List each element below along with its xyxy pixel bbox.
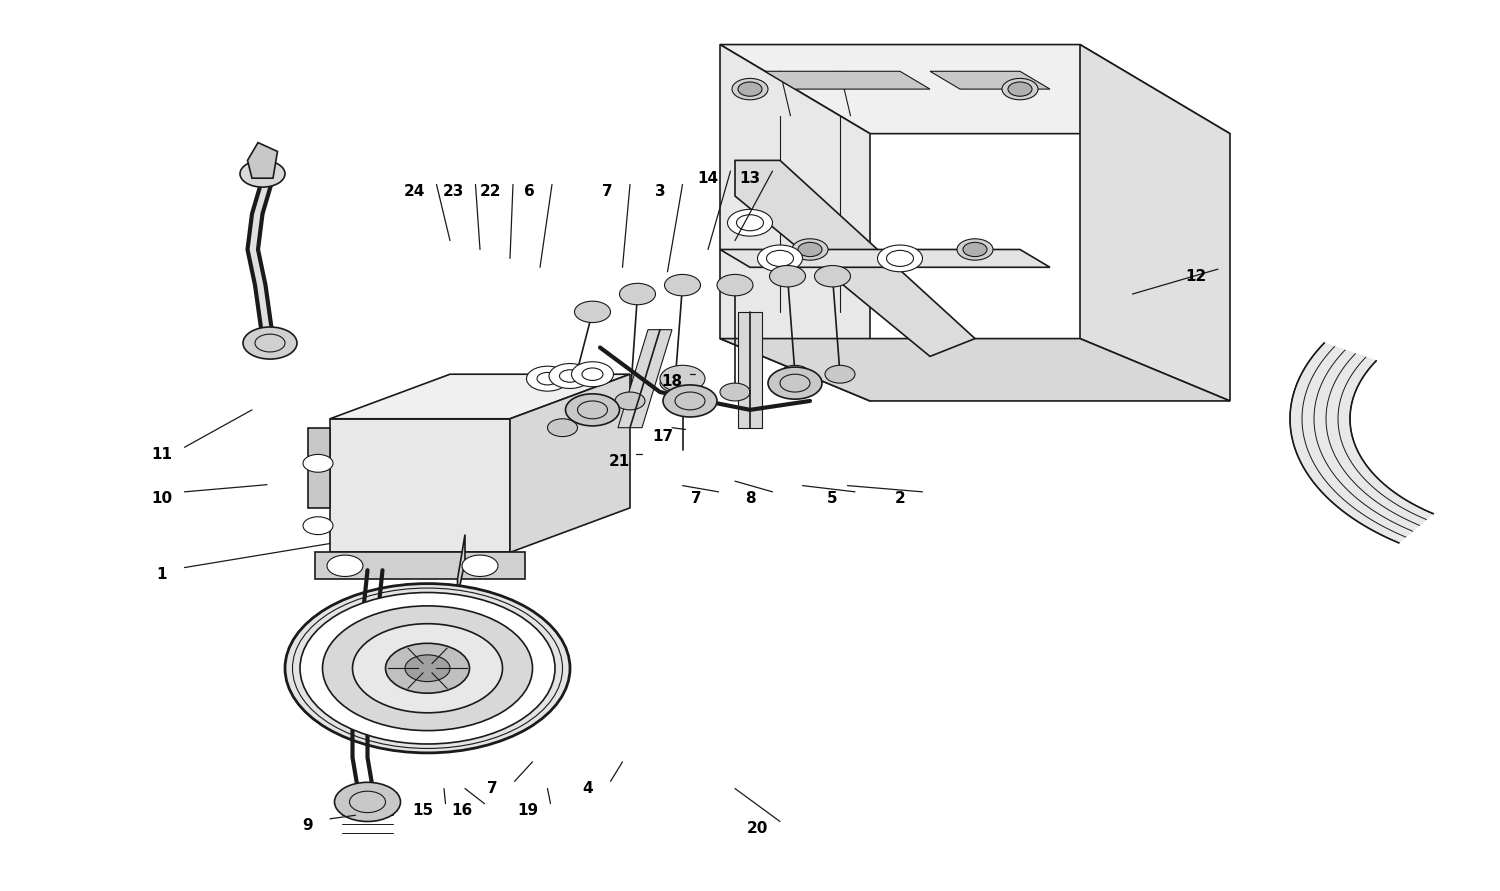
Text: 2: 2 (894, 492, 906, 506)
Text: 14: 14 (698, 171, 718, 185)
Text: 13: 13 (740, 171, 760, 185)
Circle shape (285, 584, 570, 753)
Circle shape (660, 365, 705, 392)
Circle shape (1002, 78, 1038, 100)
Circle shape (386, 643, 470, 693)
Polygon shape (255, 285, 273, 339)
Circle shape (770, 266, 806, 287)
Circle shape (728, 209, 772, 236)
Circle shape (792, 239, 828, 260)
Text: 16: 16 (452, 804, 472, 818)
Text: 3: 3 (654, 184, 666, 199)
Polygon shape (330, 419, 510, 552)
Polygon shape (720, 45, 1230, 134)
Circle shape (334, 782, 400, 822)
Circle shape (303, 454, 333, 472)
Polygon shape (720, 339, 1230, 401)
Circle shape (243, 327, 297, 359)
Polygon shape (1080, 45, 1230, 401)
Circle shape (758, 245, 802, 272)
Text: 8: 8 (744, 492, 756, 506)
Circle shape (574, 301, 610, 323)
Text: 12: 12 (1185, 269, 1206, 283)
Circle shape (548, 419, 578, 437)
Circle shape (1008, 82, 1032, 96)
Polygon shape (248, 214, 262, 249)
Circle shape (732, 78, 768, 100)
Circle shape (963, 242, 987, 257)
Polygon shape (308, 428, 330, 508)
Polygon shape (618, 330, 672, 428)
Text: 10: 10 (152, 492, 172, 506)
Circle shape (720, 383, 750, 401)
Circle shape (798, 242, 822, 257)
Text: 18: 18 (662, 374, 682, 388)
Text: 22: 22 (480, 184, 501, 199)
Circle shape (660, 374, 690, 392)
Polygon shape (738, 312, 762, 428)
Text: 19: 19 (518, 804, 538, 818)
Polygon shape (252, 178, 273, 214)
Text: 4: 4 (582, 781, 594, 796)
Text: 9: 9 (302, 819, 313, 833)
Circle shape (664, 274, 700, 296)
Circle shape (663, 385, 717, 417)
Circle shape (327, 555, 363, 576)
Circle shape (300, 593, 555, 744)
Circle shape (825, 365, 855, 383)
Text: 17: 17 (652, 429, 674, 444)
Polygon shape (248, 249, 266, 285)
Circle shape (526, 366, 568, 391)
Circle shape (815, 266, 850, 287)
Circle shape (738, 82, 762, 96)
Polygon shape (510, 374, 630, 552)
Text: 5: 5 (827, 492, 839, 506)
Polygon shape (330, 374, 630, 419)
Text: 24: 24 (404, 184, 424, 199)
Text: 7: 7 (486, 781, 498, 796)
Text: 21: 21 (609, 454, 630, 469)
Circle shape (352, 624, 503, 713)
Polygon shape (735, 160, 975, 356)
Circle shape (768, 367, 822, 399)
Polygon shape (1290, 343, 1432, 543)
Text: 23: 23 (442, 184, 464, 199)
Polygon shape (765, 71, 930, 89)
Circle shape (405, 655, 450, 682)
Circle shape (462, 555, 498, 576)
Text: 15: 15 (413, 804, 434, 818)
Circle shape (322, 606, 532, 731)
Circle shape (957, 239, 993, 260)
Text: 7: 7 (690, 492, 702, 506)
Polygon shape (315, 552, 525, 579)
Circle shape (566, 394, 620, 426)
Text: 20: 20 (747, 822, 768, 836)
Circle shape (572, 362, 614, 387)
Polygon shape (720, 249, 1050, 267)
Circle shape (240, 160, 285, 187)
Circle shape (620, 283, 656, 305)
Circle shape (615, 392, 645, 410)
Text: 6: 6 (524, 184, 536, 199)
Circle shape (549, 364, 591, 388)
Polygon shape (458, 535, 465, 597)
Circle shape (780, 365, 810, 383)
Polygon shape (720, 45, 870, 401)
Circle shape (303, 517, 333, 535)
Polygon shape (930, 71, 1050, 89)
Text: 7: 7 (602, 184, 613, 199)
Circle shape (878, 245, 922, 272)
Text: 11: 11 (152, 447, 172, 462)
Circle shape (717, 274, 753, 296)
Text: 1: 1 (156, 568, 168, 582)
Polygon shape (248, 143, 278, 178)
